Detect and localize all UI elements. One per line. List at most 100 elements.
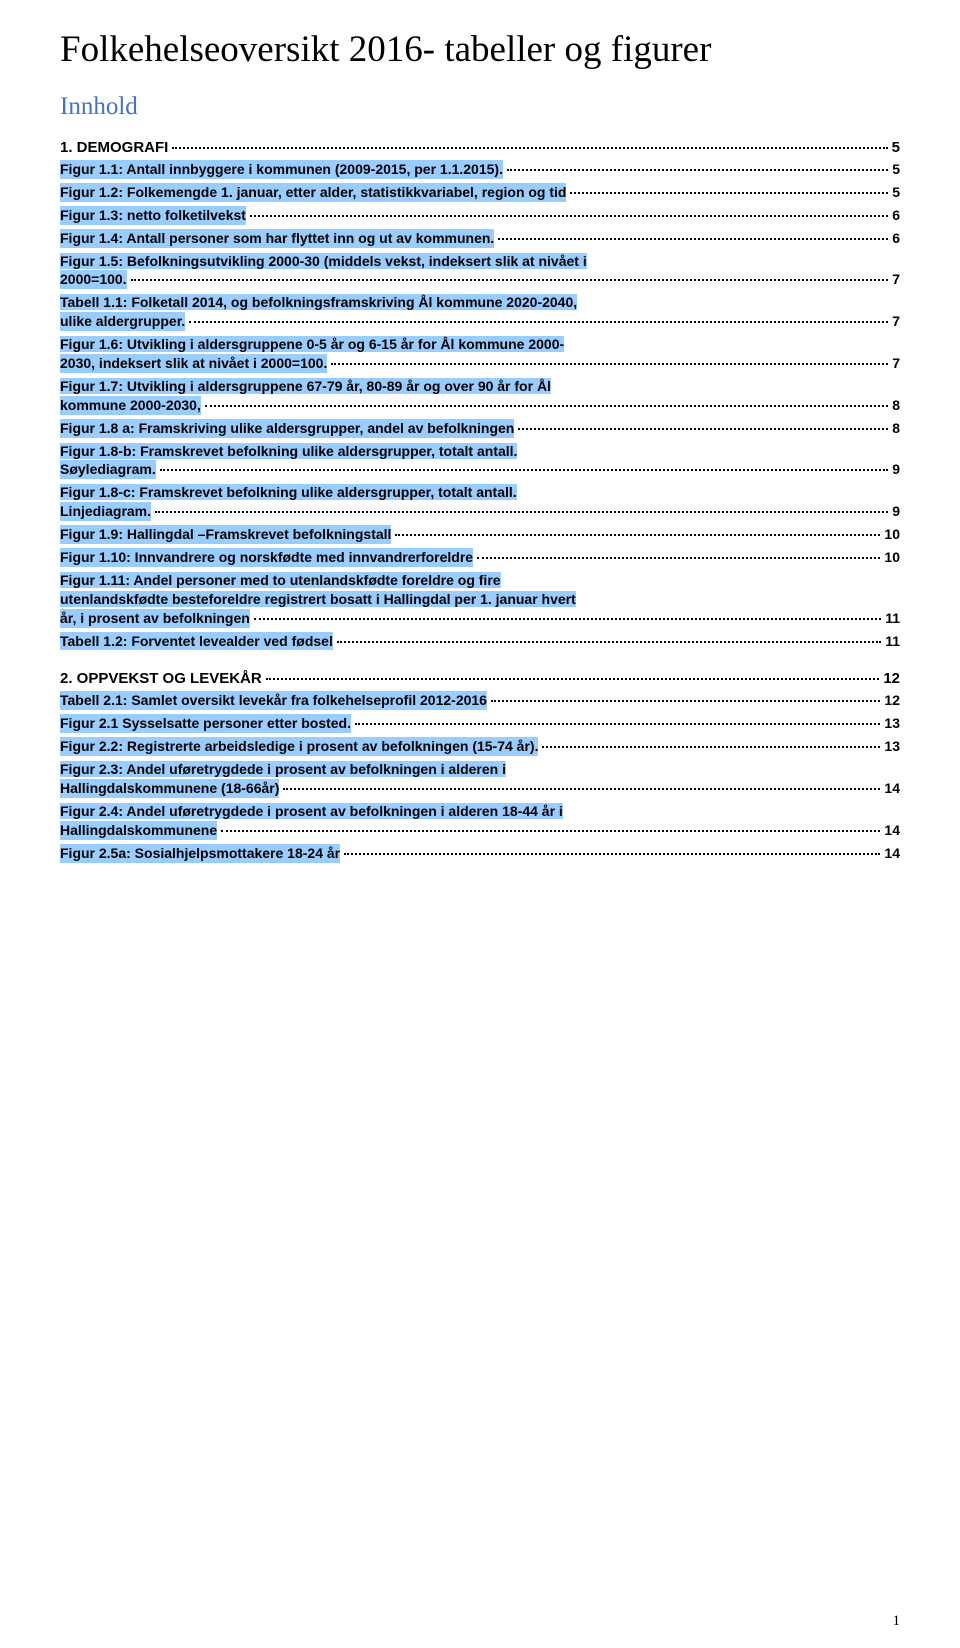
toc-dots (172, 147, 887, 149)
toc-dots (189, 321, 888, 323)
toc-page-number: 14 (884, 779, 900, 798)
toc-dots (266, 678, 880, 680)
toc-page-number: 5 (892, 139, 900, 156)
toc-entry-label-line1[interactable]: Figur 1.7: Utvikling i aldersgruppene 67… (60, 378, 551, 394)
toc-dots (491, 700, 880, 702)
toc-entry-label-line2[interactable]: 2000=100. (60, 270, 127, 289)
toc-entry: Figur 2.5a: Sosialhjelpsmottakere 18-24 … (60, 844, 900, 863)
toc-entry: Figur 1.10: Innvandrere og norskfødte me… (60, 548, 900, 567)
toc-entry-label[interactable]: Figur 1.4: Antall personer som har flytt… (60, 229, 494, 248)
toc-entry-label-line2[interactable]: Hallingdalskommunene (18-66år) (60, 779, 279, 798)
spacer (60, 654, 900, 666)
toc-entry-label[interactable]: Figur 1.9: Hallingdal –Framskrevet befol… (60, 525, 391, 544)
toc-entry: Figur 2.2: Registrerte arbeidsledige i p… (60, 737, 900, 756)
toc-entry-label-line1[interactable]: Figur 1.8-b: Framskrevet befolkning ulik… (60, 443, 517, 459)
toc-dots (344, 853, 880, 855)
toc-entry: Tabell 1.1: Folketall 2014, og befolknin… (60, 293, 900, 331)
toc-entry: Figur 1.8-b: Framskrevet befolkning ulik… (60, 442, 900, 480)
toc-entry-label-line1[interactable]: Figur 1.11: Andel personer med to utenla… (60, 572, 501, 588)
toc-entry: Figur 1.3: netto folketilvekst 6 (60, 206, 900, 225)
toc-dots (498, 238, 888, 240)
toc-page-number: 5 (892, 183, 900, 202)
toc-page-number: 7 (892, 270, 900, 289)
page-number: 1 (893, 1613, 901, 1630)
toc-page-number: 10 (884, 548, 900, 567)
toc-entry-label-line1[interactable]: Tabell 1.1: Folketall 2014, og befolknin… (60, 294, 577, 310)
toc-entry: Figur 1.6: Utvikling i aldersgruppene 0-… (60, 335, 900, 373)
toc-dots (570, 192, 888, 194)
toc-entry: Figur 1.4: Antall personer som har flytt… (60, 229, 900, 248)
toc-dots (518, 428, 888, 430)
toc-page-number: 5 (892, 160, 900, 179)
toc-dots (355, 723, 880, 725)
toc-entry: Figur 1.8 a: Framskriving ulike aldersgr… (60, 419, 900, 438)
toc-entry: Tabell 1.2: Forventet levealder ved føds… (60, 632, 900, 651)
toc-entry-label[interactable]: Figur 2.2: Registrerte arbeidsledige i p… (60, 737, 538, 756)
toc-page-number: 7 (892, 354, 900, 373)
toc-entry-label-line1[interactable]: Figur 2.4: Andel uføretrygdede i prosent… (60, 803, 563, 819)
toc-entry: Figur 1.2: Folkemengde 1. januar, etter … (60, 183, 900, 202)
toc-dots (395, 534, 880, 536)
toc-entry: Figur 1.7: Utvikling i aldersgruppene 67… (60, 377, 900, 415)
toc-dots (331, 363, 888, 365)
toc-section-header: 1. DEMOGRAFI 5 (60, 139, 900, 156)
toc-dots (160, 469, 889, 471)
toc-entry-label[interactable]: Figur 1.1: Antall innbyggere i kommunen … (60, 160, 503, 179)
toc-entry: Figur 1.8-c: Framskrevet befolkning ulik… (60, 483, 900, 521)
toc-entry: Figur 2.1 Sysselsatte personer etter bos… (60, 714, 900, 733)
toc-page-number: 8 (892, 419, 900, 438)
toc-entry-label[interactable]: Figur 1.2: Folkemengde 1. januar, etter … (60, 183, 566, 202)
toc-container: 1. DEMOGRAFI 5 Figur 1.1: Antall innbygge… (60, 139, 900, 863)
toc-entry-label-line1[interactable]: Figur 1.8-c: Framskrevet befolkning ulik… (60, 484, 517, 500)
toc-page-number: 6 (892, 206, 900, 225)
toc-dots (283, 788, 880, 790)
toc-dots (221, 830, 880, 832)
toc-dots (507, 169, 888, 171)
toc-entry: Figur 2.4: Andel uføretrygdede i prosent… (60, 802, 900, 840)
toc-section-label[interactable]: 1. DEMOGRAFI (60, 139, 168, 156)
toc-page-number: 9 (892, 460, 900, 479)
toc-page-number: 13 (884, 737, 900, 756)
toc-entry-label-line2[interactable]: 2030, indeksert slik at nivået i 2000=10… (60, 354, 327, 373)
toc-entry: Figur 1.1: Antall innbyggere i kommunen … (60, 160, 900, 179)
toc-entry-label-line2[interactable]: Linjediagram. (60, 502, 151, 521)
toc-entry-label[interactable]: Figur 2.5a: Sosialhjelpsmottakere 18-24 … (60, 844, 340, 863)
toc-entry-label[interactable]: Figur 2.1 Sysselsatte personer etter bos… (60, 714, 351, 733)
toc-entry-label-line1[interactable]: Figur 2.3: Andel uføretrygdede i prosent… (60, 761, 506, 777)
toc-dots (155, 511, 888, 513)
toc-entry-label[interactable]: Figur 1.10: Innvandrere og norskfødte me… (60, 548, 473, 567)
toc-section-header: 2. OPPVEKST OG LEVEKÅR 12 (60, 670, 900, 687)
toc-page-number: 14 (884, 821, 900, 840)
toc-page-number: 13 (884, 714, 900, 733)
toc-page-number: 6 (892, 229, 900, 248)
toc-entry-label-line2[interactable]: kommune 2000-2030, (60, 396, 201, 415)
toc-entry-label-line1[interactable]: Figur 1.6: Utvikling i aldersgruppene 0-… (60, 336, 564, 352)
toc-entry-label[interactable]: Figur 1.3: netto folketilvekst (60, 206, 246, 225)
toc-entry-label-line2[interactable]: Hallingdalskommunene (60, 821, 217, 840)
toc-entry-label-line3[interactable]: år, i prosent av befolkningen (60, 609, 250, 628)
toc-page-number: 12 (884, 691, 900, 710)
toc-page-number: 14 (884, 844, 900, 863)
toc-entry-label-line2[interactable]: utenlandskfødte besteforeldre registrert… (60, 591, 576, 607)
toc-heading: Innhold (60, 93, 900, 121)
toc-dots (131, 279, 889, 281)
toc-dots (542, 746, 880, 748)
toc-entry-label-line2[interactable]: Søylediagram. (60, 460, 156, 479)
toc-entry-label[interactable]: Tabell 2.1: Samlet oversikt levekår fra … (60, 691, 487, 710)
toc-entry-label[interactable]: Tabell 1.2: Forventet levealder ved føds… (60, 632, 333, 651)
toc-entry: Figur 2.3: Andel uføretrygdede i prosent… (60, 760, 900, 798)
toc-dots (205, 405, 888, 407)
toc-page-number: 10 (884, 525, 900, 544)
toc-entry-label[interactable]: Figur 1.8 a: Framskriving ulike aldersgr… (60, 419, 514, 438)
toc-dots (337, 641, 881, 643)
toc-dots (250, 215, 888, 217)
toc-dots (477, 557, 880, 559)
toc-section-label[interactable]: 2. OPPVEKST OG LEVEKÅR (60, 670, 262, 687)
toc-entry: Figur 1.11: Andel personer med to utenla… (60, 571, 900, 628)
toc-page-number: 9 (892, 502, 900, 521)
toc-dots (254, 618, 881, 620)
toc-entry-label-line2[interactable]: ulike aldergrupper. (60, 312, 185, 331)
toc-page-number: 7 (892, 312, 900, 331)
toc-entry-label-line1[interactable]: Figur 1.5: Befolkningsutvikling 2000-30 … (60, 253, 587, 269)
toc-entry: Figur 1.9: Hallingdal –Framskrevet befol… (60, 525, 900, 544)
